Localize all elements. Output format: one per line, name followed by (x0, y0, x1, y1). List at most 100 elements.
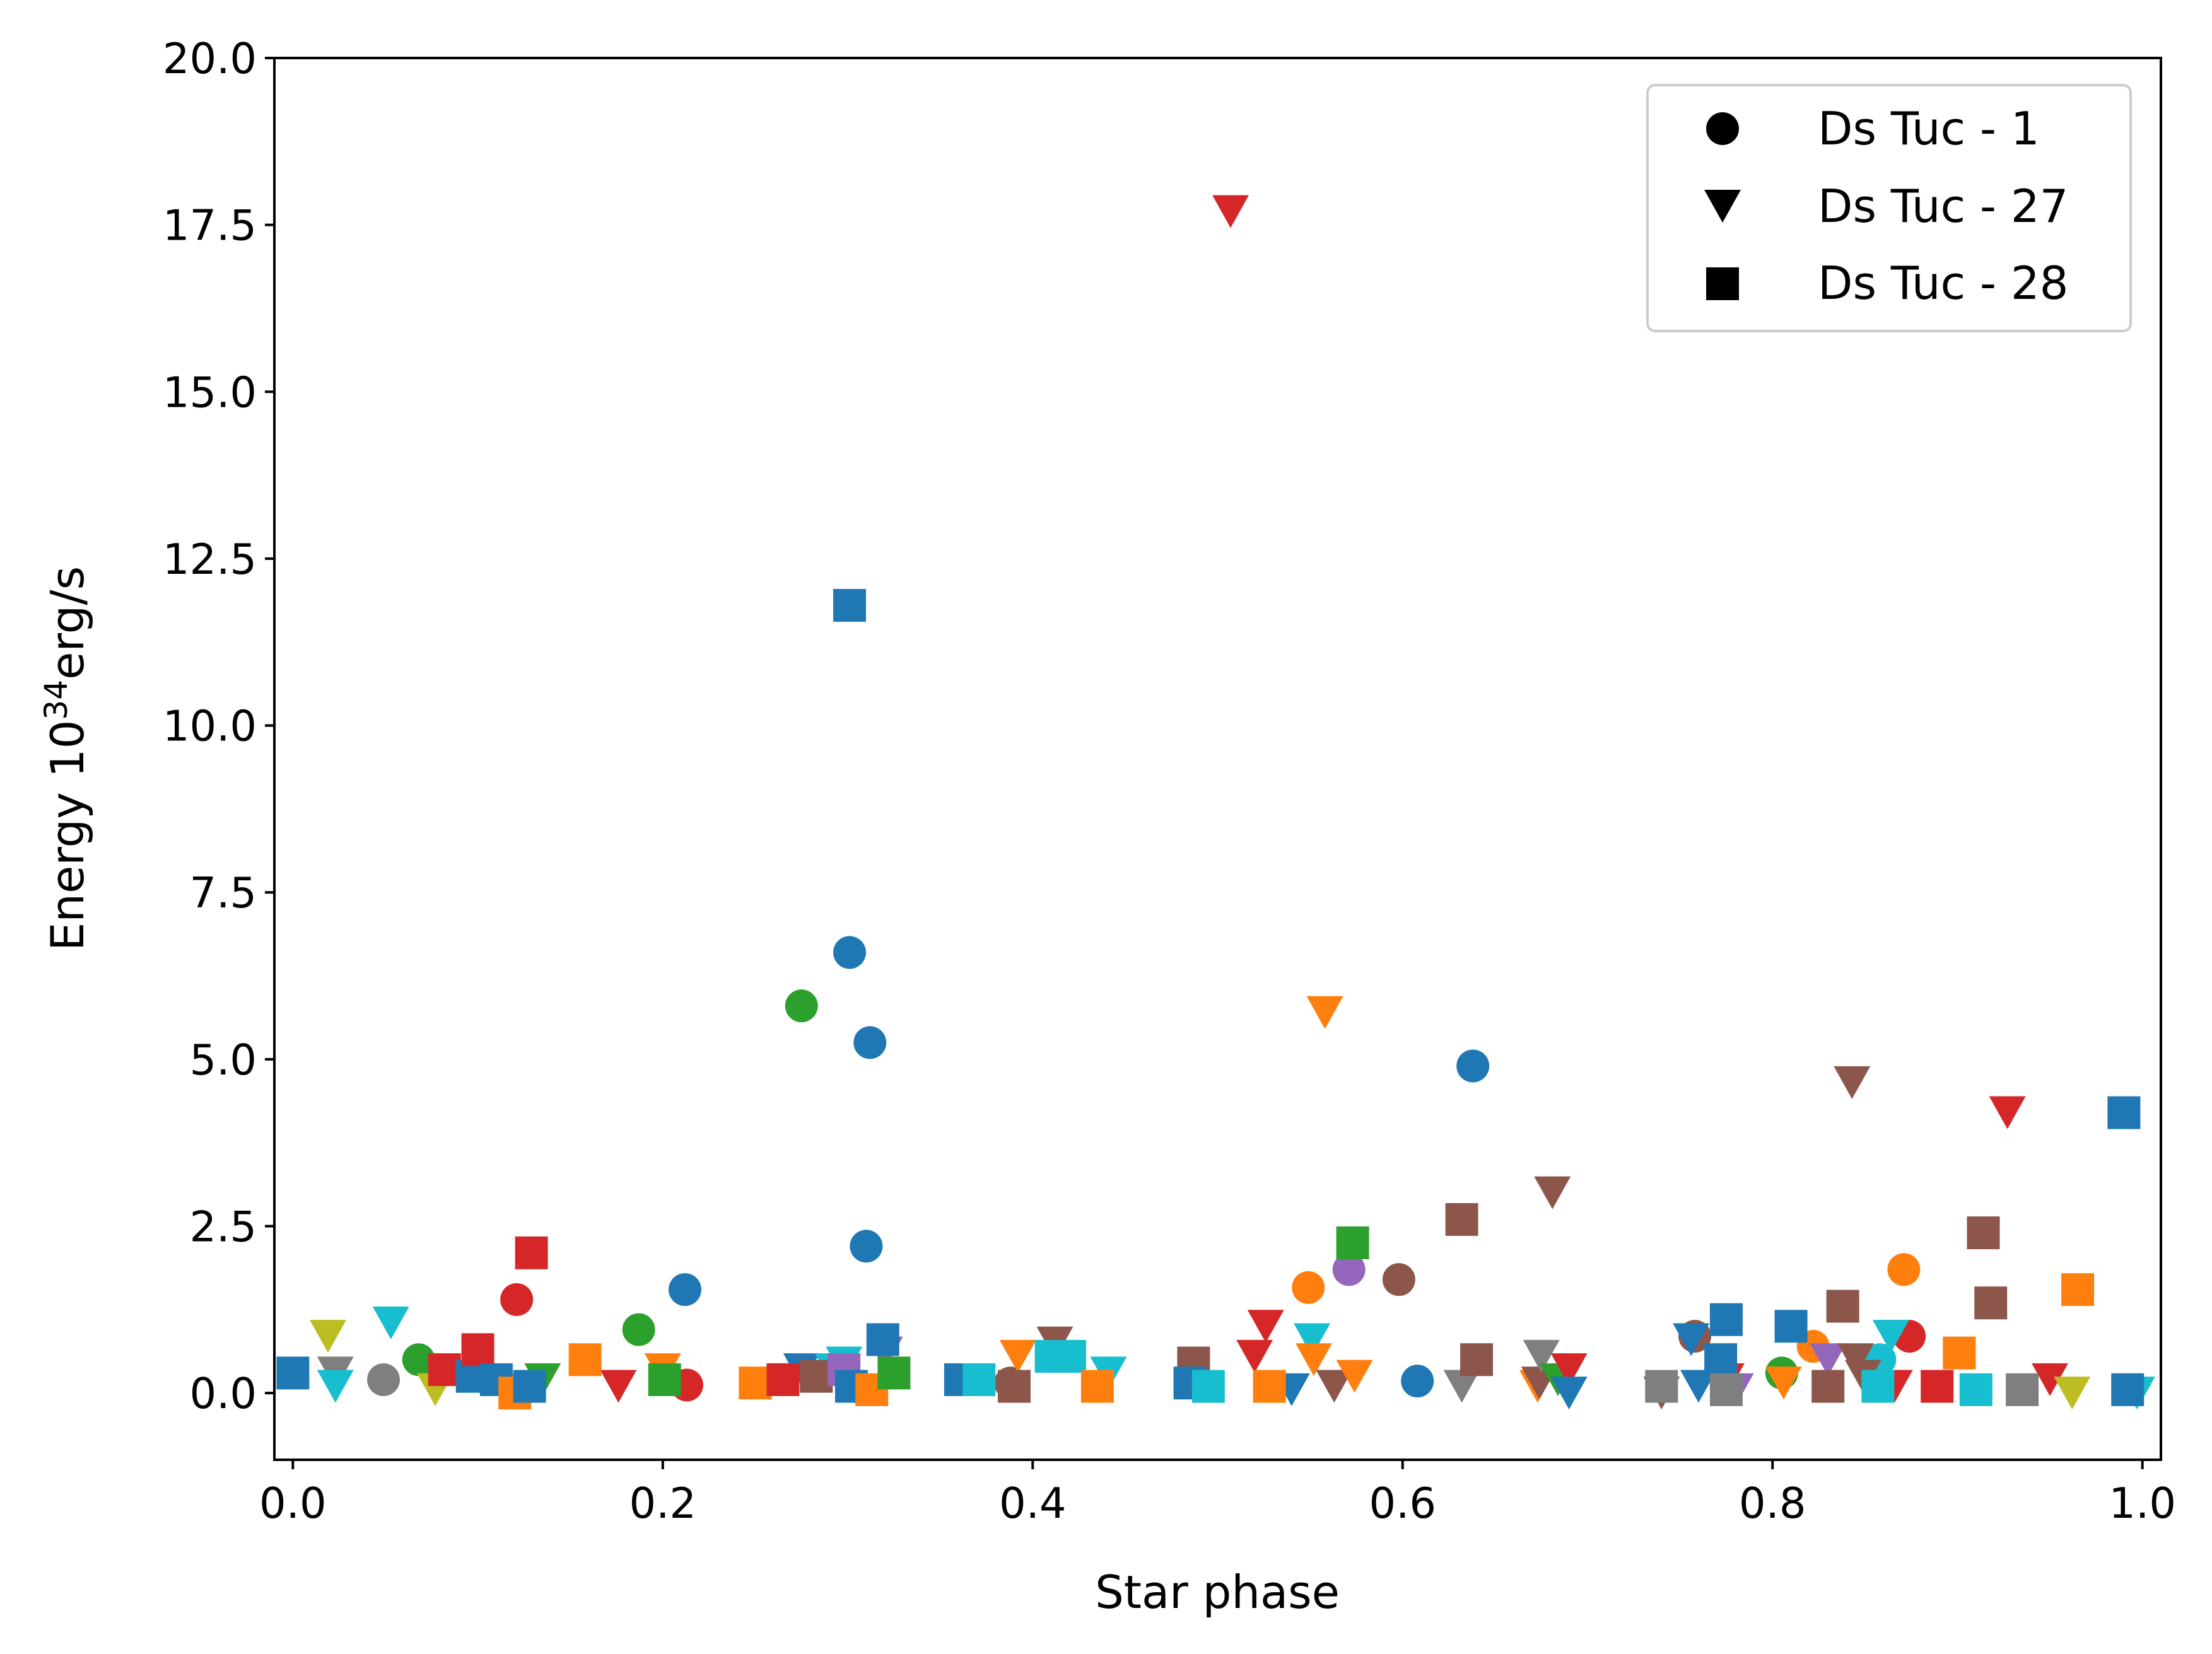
data-point-square (1445, 1203, 1478, 1236)
legend-circle-marker-icon (1706, 112, 1739, 145)
data-point-square (833, 589, 866, 622)
x-axis-label: Star phase (1095, 1566, 1340, 1619)
data-point-square (1460, 1343, 1494, 1377)
data-point-square (739, 1366, 772, 1400)
data-point-triangle (317, 1370, 354, 1403)
data-point-triangle (1673, 1323, 1710, 1356)
data-point-square (1974, 1286, 2008, 1320)
data-point-triangle (310, 1320, 347, 1353)
data-point-square (515, 1236, 548, 1269)
data-point-square (1826, 1290, 1859, 1323)
data-point-triangle (999, 1339, 1036, 1373)
data-point-triangle (372, 1306, 409, 1339)
data-point-square (1080, 1370, 1114, 1403)
data-point-square (1943, 1336, 1976, 1370)
data-point-square (1861, 1370, 1895, 1403)
data-point-triangle (1236, 1339, 1273, 1373)
data-point-square (648, 1363, 681, 1396)
data-point-triangle (2032, 1363, 2069, 1396)
data-point-triangle (1523, 1339, 1560, 1373)
x-tick-label: 0.4 (999, 1479, 1067, 1528)
data-point-circle (367, 1363, 401, 1396)
data-point-circle (1292, 1271, 1325, 1304)
data-point-square (877, 1356, 911, 1390)
data-point-square (2061, 1273, 2095, 1307)
data-point-square (766, 1363, 800, 1396)
data-point-square (1959, 1373, 1993, 1406)
data-point-circle (668, 1273, 701, 1307)
data-point-circle (500, 1283, 534, 1316)
data-point-triangle (1534, 1176, 1571, 1209)
data-point-square (1645, 1370, 1678, 1403)
data-point-circle (833, 936, 866, 969)
data-point-square (800, 1360, 833, 1393)
data-point-triangle (1680, 1370, 1717, 1403)
legend-triangle-marker-icon (1704, 190, 1741, 223)
data-point-square (963, 1363, 996, 1396)
data-point-square (1709, 1303, 1743, 1336)
data-point-triangle (1212, 195, 1249, 228)
data-point-triangle (1989, 1096, 2026, 1129)
y-axis-label-main: Energy 10 (41, 720, 94, 952)
y-tick-label: 2.5 (189, 1203, 257, 1252)
y-tick-label: 5.0 (189, 1035, 257, 1085)
data-point-square (1253, 1370, 1286, 1403)
y-axis-label-unit: erg/s (41, 566, 94, 680)
data-point-square (1336, 1226, 1369, 1259)
data-point-triangle (1834, 1066, 1871, 1099)
legend-entry-label: Ds Tuc - 27 (1818, 180, 2068, 233)
x-axis-ticks: 0.0 0.2 0.4 0.6 0.8 1.0 (259, 1460, 2176, 1528)
data-points (276, 195, 2155, 1410)
data-point-triangle (1247, 1310, 1284, 1343)
y-axis-ticks: 0.0 2.5 5.0 7.5 10.0 12.5 15.0 17.5 20.0 (163, 34, 274, 1418)
data-point-square (1774, 1310, 1808, 1343)
y-tick-label: 17.5 (163, 201, 257, 250)
data-point-triangle (1837, 1343, 1875, 1377)
data-point-triangle (1765, 1366, 1802, 1400)
data-point-square (2111, 1373, 2145, 1406)
y-axis-label: Energy 1034erg/s (38, 566, 94, 951)
data-point-triangle (600, 1370, 637, 1403)
data-point-square (568, 1343, 602, 1377)
data-point-triangle (1443, 1370, 1480, 1403)
data-point-triangle (1810, 1343, 1847, 1377)
data-point-circle (402, 1343, 435, 1377)
data-point-triangle (1306, 996, 1343, 1029)
y-axis-label-exponent: 34 (38, 680, 74, 720)
y-tick-label: 15.0 (163, 368, 257, 417)
data-point-triangle (1550, 1353, 1588, 1387)
data-point-circle (785, 989, 818, 1023)
data-point-square (2006, 1373, 2039, 1406)
data-point-square (997, 1370, 1031, 1403)
data-point-circle (850, 1230, 883, 1263)
y-tick-label: 12.5 (163, 535, 257, 584)
data-point-circle (1401, 1365, 1434, 1398)
data-point-square (428, 1353, 461, 1387)
data-point-triangle (1316, 1370, 1353, 1403)
data-point-triangle (1336, 1360, 1373, 1393)
data-point-square (2107, 1096, 2141, 1129)
data-point-square (1967, 1216, 2000, 1250)
x-tick-label: 0.6 (1369, 1479, 1436, 1528)
data-point-triangle (1550, 1377, 1588, 1410)
data-point-square (1053, 1339, 1086, 1373)
data-point-square (1709, 1373, 1743, 1406)
data-point-circle (1382, 1263, 1415, 1296)
data-point-circle (1887, 1253, 1921, 1286)
x-tick-label: 1.0 (2109, 1479, 2176, 1528)
data-point-circle (622, 1313, 655, 1346)
x-tick-label: 0.0 (259, 1479, 327, 1528)
data-point-circle (1456, 1049, 1490, 1083)
y-tick-label: 20.0 (163, 34, 257, 83)
data-point-square (461, 1333, 494, 1366)
data-point-triangle (2054, 1377, 2091, 1410)
data-point-triangle (1294, 1323, 1331, 1356)
x-tick-label: 0.2 (629, 1479, 697, 1528)
legend-entry-label: Ds Tuc - 28 (1818, 257, 2068, 310)
y-tick-label: 0.0 (189, 1369, 257, 1418)
plot-area-frame (273, 57, 2162, 1461)
data-point-triangle (1872, 1320, 1909, 1353)
x-tick-label: 0.8 (1739, 1479, 1806, 1528)
data-point-triangle (1295, 1343, 1332, 1377)
